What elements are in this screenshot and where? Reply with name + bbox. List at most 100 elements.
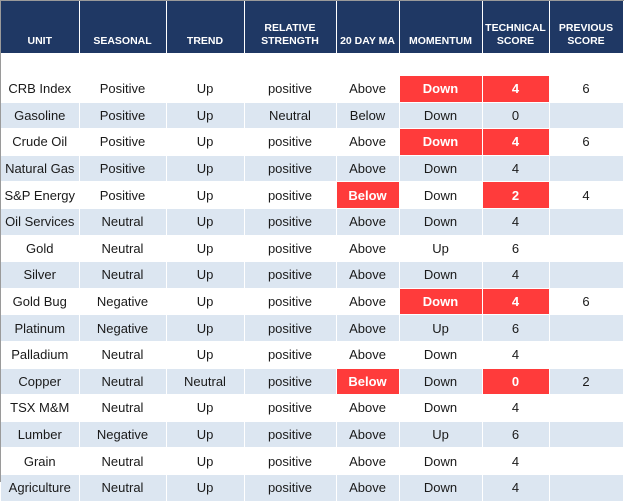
value-cell: positive bbox=[244, 368, 337, 396]
value-cell: 4 bbox=[482, 447, 550, 475]
value-cell: Above bbox=[336, 447, 400, 475]
value-cell: Above bbox=[336, 474, 400, 502]
unit-cell: Gasoline bbox=[1, 102, 80, 130]
value-cell: Up bbox=[166, 102, 245, 130]
value-cell: Neutral bbox=[79, 261, 167, 289]
data-row: Silver Neutral Up positive Above Down 4 bbox=[1, 261, 624, 289]
value-cell: Above bbox=[336, 235, 400, 263]
value-cell: Up bbox=[166, 75, 245, 103]
value-cell bbox=[549, 155, 624, 183]
value-cell: Neutral bbox=[79, 341, 167, 369]
unit-cell: Natural Gas bbox=[1, 155, 80, 183]
value-cell: Down bbox=[399, 208, 483, 236]
value-cell: positive bbox=[244, 288, 337, 316]
value-cell: Above bbox=[336, 128, 400, 156]
value-cell: Negative bbox=[79, 288, 167, 316]
value-cell: Neutral bbox=[79, 208, 167, 236]
value-cell: 6 bbox=[549, 75, 624, 103]
value-cell: Positive bbox=[79, 181, 167, 209]
value-cell: 4 bbox=[482, 208, 550, 236]
unit-cell: Silver bbox=[1, 261, 80, 289]
data-row: Lumber Negative Up positive Above Up 6 bbox=[1, 421, 624, 449]
value-cell: Down bbox=[399, 75, 483, 103]
data-row: S&P Energy Positive Up positive Below Down 2 4 bbox=[1, 181, 624, 209]
value-cell: positive bbox=[244, 208, 337, 236]
unit-cell: Oil Services bbox=[1, 208, 80, 236]
unit-cell: TSX M&M bbox=[1, 394, 80, 422]
data-row: Platinum Negative Up positive Above Up 6 bbox=[1, 314, 624, 342]
value-cell: positive bbox=[244, 447, 337, 475]
value-cell: Above bbox=[336, 421, 400, 449]
value-cell: Positive bbox=[79, 102, 167, 130]
value-cell: Positive bbox=[79, 128, 167, 156]
value-cell: Above bbox=[336, 155, 400, 183]
data-row: Gold Bug Negative Up positive Above Down 4 6 bbox=[1, 288, 624, 316]
value-cell: 4 bbox=[482, 341, 550, 369]
value-cell bbox=[549, 447, 624, 475]
unit-cell: Crude Oil bbox=[1, 128, 80, 156]
unit-cell: Lumber bbox=[1, 421, 80, 449]
data-row: Agriculture Neutral Up positive Above Down 4 bbox=[1, 474, 624, 502]
value-cell: 4 bbox=[482, 394, 550, 422]
value-cell: 6 bbox=[482, 235, 550, 263]
unit-cell: Agriculture bbox=[1, 474, 80, 502]
value-cell: 6 bbox=[482, 314, 550, 342]
value-cell: Above bbox=[336, 314, 400, 342]
value-cell: 2 bbox=[549, 368, 624, 396]
value-cell: Down bbox=[399, 181, 483, 209]
value-cell: Up bbox=[166, 341, 245, 369]
value-cell: Above bbox=[336, 288, 400, 316]
value-cell: Negative bbox=[79, 421, 167, 449]
value-cell: Neutral bbox=[79, 447, 167, 475]
value-cell: positive bbox=[244, 155, 337, 183]
value-cell: 4 bbox=[482, 155, 550, 183]
value-cell: Above bbox=[336, 261, 400, 289]
value-cell: Up bbox=[166, 288, 245, 316]
value-cell bbox=[549, 102, 624, 130]
value-cell: 4 bbox=[482, 128, 550, 156]
unit-cell: Grain bbox=[1, 447, 80, 475]
value-cell: Down bbox=[399, 341, 483, 369]
unit-cell: S&P Energy bbox=[1, 181, 80, 209]
value-cell: Down bbox=[399, 288, 483, 316]
value-cell: Up bbox=[166, 314, 245, 342]
unit-cell: Palladium bbox=[1, 341, 80, 369]
value-cell: Down bbox=[399, 155, 483, 183]
value-cell: Up bbox=[166, 208, 245, 236]
value-cell: Down bbox=[399, 128, 483, 156]
data-row: Gasoline Positive Up Neutral Below Down 0 bbox=[1, 102, 624, 130]
value-cell: Above bbox=[336, 394, 400, 422]
value-cell: positive bbox=[244, 128, 337, 156]
data-row: Gold Neutral Up positive Above Up 6 bbox=[1, 235, 624, 263]
value-cell: positive bbox=[244, 75, 337, 103]
value-cell: Neutral bbox=[79, 394, 167, 422]
value-cell: Up bbox=[166, 181, 245, 209]
value-cell: 4 bbox=[482, 75, 550, 103]
value-cell: Up bbox=[166, 235, 245, 263]
value-cell: 4 bbox=[482, 474, 550, 502]
value-cell: 6 bbox=[482, 421, 550, 449]
value-cell: Down bbox=[399, 474, 483, 502]
unit-cell: Platinum bbox=[1, 314, 80, 342]
value-cell: positive bbox=[244, 261, 337, 289]
header-cell: 20 DAY MA bbox=[336, 1, 400, 53]
data-row: Oil Services Neutral Up positive Above Down 4 bbox=[1, 208, 624, 236]
value-cell: 6 bbox=[549, 288, 624, 316]
unit-cell: Gold bbox=[1, 235, 80, 263]
value-cell: Negative bbox=[79, 314, 167, 342]
value-cell: Positive bbox=[79, 75, 167, 103]
value-cell: 4 bbox=[549, 181, 624, 209]
header-cell: UNIT bbox=[1, 1, 80, 53]
value-cell bbox=[549, 341, 624, 369]
value-cell: Up bbox=[166, 394, 245, 422]
data-row: TSX M&M Neutral Up positive Above Down 4 bbox=[1, 394, 624, 422]
unit-cell: Copper bbox=[1, 368, 80, 396]
value-cell: Neutral bbox=[244, 102, 337, 130]
value-cell: Neutral bbox=[79, 368, 167, 396]
spacer-row bbox=[1, 53, 624, 76]
value-cell: Down bbox=[399, 368, 483, 396]
value-cell bbox=[549, 235, 624, 263]
value-cell bbox=[549, 474, 624, 502]
